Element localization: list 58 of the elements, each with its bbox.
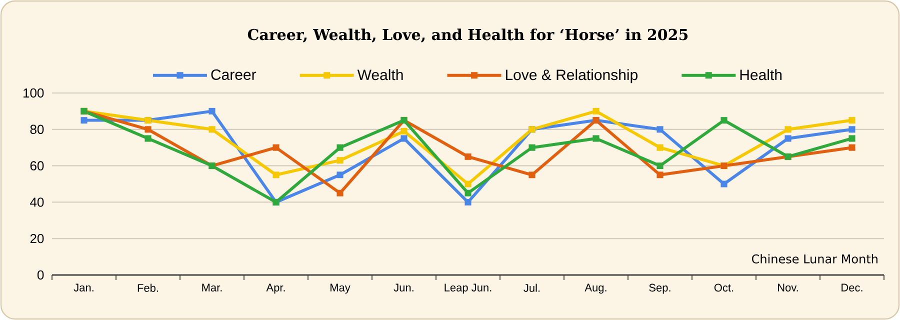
legend-label: Health: [740, 69, 782, 80]
point: [464, 190, 472, 196]
point: [208, 108, 216, 114]
point: [720, 180, 728, 188]
point: [656, 162, 664, 170]
point: [784, 126, 792, 133]
point: [848, 126, 856, 133]
point: [656, 144, 664, 151]
point: [592, 135, 600, 142]
x-tick-label: Apr.: [266, 284, 285, 294]
x-tick-label: Jan.: [74, 284, 94, 292]
y-tick-label: 80: [30, 124, 44, 134]
point: [336, 190, 344, 196]
point: [592, 108, 600, 114]
x-tick-label: May: [330, 284, 350, 294]
legend-label: Love & Relationship: [506, 69, 638, 84]
x-tick-label: Dec.: [842, 284, 862, 292]
point: [80, 117, 88, 124]
point: [400, 135, 408, 142]
point: [656, 126, 664, 133]
x-tick-label: Oct.: [714, 284, 734, 292]
x-axis-title: Chinese Lunar Month: [752, 254, 878, 264]
x-tick-label: Jul.: [524, 284, 540, 292]
point: [208, 126, 216, 133]
point: [848, 135, 856, 142]
point: [336, 172, 344, 178]
x-tick-label: Sep.: [649, 284, 670, 294]
x-tick-label: Mar.: [202, 284, 222, 292]
legend-label: Wealth: [357, 69, 403, 80]
point: [528, 172, 536, 178]
point: [720, 117, 728, 124]
point: [144, 126, 152, 133]
point: [528, 144, 536, 151]
x-tick-label: Leap Jun.: [444, 284, 492, 294]
point: [464, 198, 472, 206]
x-tick-label: Feb.: [138, 284, 158, 292]
point: [400, 128, 408, 134]
x-tick-label: Jun.: [394, 284, 414, 292]
point: [784, 135, 792, 142]
point: [464, 153, 472, 160]
point: [272, 172, 280, 178]
point: [336, 144, 344, 151]
x-tick-label: Aug.: [584, 284, 606, 294]
y-tick-label: 40: [30, 198, 44, 207]
chart-title: Career, Wealth, Love, and Health for ‘Horse’ in 2025: [248, 28, 688, 42]
y-tick-label: 60: [30, 161, 44, 170]
point: [464, 180, 472, 188]
y-tick-label: 0: [37, 270, 44, 280]
point: [144, 135, 152, 142]
point: [336, 157, 344, 164]
legend-label: Career: [211, 69, 256, 80]
point: [272, 144, 280, 151]
point: [848, 117, 856, 124]
x-tick-label: Nov.: [778, 284, 798, 292]
point: [848, 144, 856, 151]
y-tick-label: 20: [30, 234, 44, 244]
point: [656, 172, 664, 178]
y-tick-label: 100: [24, 88, 44, 98]
